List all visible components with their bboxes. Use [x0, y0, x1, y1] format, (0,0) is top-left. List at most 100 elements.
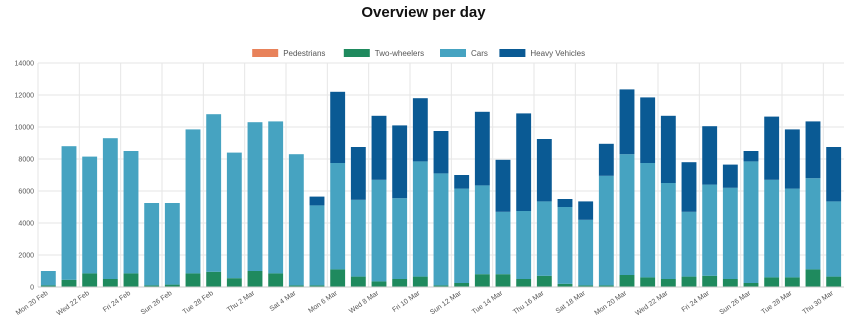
bar-segment-two-wheelers[interactable] [164, 284, 180, 287]
bar-segment-cars[interactable] [40, 271, 56, 286]
bar-segment-cars[interactable] [268, 121, 284, 274]
bar-segment-heavy-vehicles[interactable] [702, 126, 718, 185]
bar-segment-heavy-vehicles[interactable] [598, 143, 614, 176]
bar-segment-two-wheelers[interactable] [102, 279, 118, 287]
bar-segment-two-wheelers[interactable] [454, 283, 470, 287]
bar-segment-cars[interactable] [495, 211, 511, 275]
bar-segment-cars[interactable] [226, 152, 242, 279]
bar-segment-two-wheelers[interactable] [247, 271, 263, 287]
bar-segment-cars[interactable] [82, 156, 98, 274]
legend-swatch[interactable] [440, 49, 466, 57]
bar-segment-two-wheelers[interactable] [681, 276, 697, 287]
bar-segment-two-wheelers[interactable] [764, 277, 780, 287]
legend-swatch[interactable] [343, 49, 370, 57]
bar-segment-heavy-vehicles[interactable] [826, 147, 842, 202]
bar-segment-cars[interactable] [557, 207, 573, 284]
bar-segment-cars[interactable] [516, 211, 532, 279]
bar-segment-two-wheelers[interactable] [826, 276, 842, 287]
bar-segment-cars[interactable] [185, 129, 201, 274]
bar-segment-cars[interactable] [330, 163, 346, 270]
bar-segment-heavy-vehicles[interactable] [805, 121, 821, 179]
bar-segment-heavy-vehicles[interactable] [578, 201, 594, 220]
legend-swatch[interactable] [252, 49, 279, 57]
bar-segment-cars[interactable] [350, 199, 366, 277]
bar-segment-two-wheelers[interactable] [805, 269, 821, 287]
bar-segment-two-wheelers[interactable] [392, 279, 408, 287]
bar-segment-heavy-vehicles[interactable] [743, 151, 759, 162]
bar-segment-cars[interactable] [764, 179, 780, 278]
bar-segment-two-wheelers[interactable] [702, 275, 718, 287]
bar-segment-cars[interactable] [392, 198, 408, 279]
bar-segment-two-wheelers[interactable] [598, 285, 614, 287]
bar-segment-heavy-vehicles[interactable] [495, 159, 511, 212]
bar-segment-cars[interactable] [474, 185, 490, 275]
bar-segment-two-wheelers[interactable] [185, 273, 201, 287]
bar-segment-heavy-vehicles[interactable] [371, 115, 387, 180]
bar-segment-cars[interactable] [123, 151, 139, 274]
bar-segment-heavy-vehicles[interactable] [764, 116, 780, 180]
bar-segment-two-wheelers[interactable] [371, 281, 387, 287]
bar-segment-cars[interactable] [288, 154, 304, 286]
bar-segment-heavy-vehicles[interactable] [660, 115, 676, 183]
bar-segment-cars[interactable] [309, 205, 325, 286]
bar-segment-two-wheelers[interactable] [660, 279, 676, 287]
bar-segment-heavy-vehicles[interactable] [557, 199, 573, 207]
bar-segment-cars[interactable] [371, 179, 387, 282]
bar-segment-two-wheelers[interactable] [309, 285, 325, 287]
bar-segment-cars[interactable] [702, 184, 718, 276]
bar-segment-heavy-vehicles[interactable] [350, 147, 366, 200]
bar-segment-heavy-vehicles[interactable] [640, 97, 656, 163]
bar-segment-cars[interactable] [681, 211, 697, 277]
bar-segment-heavy-vehicles[interactable] [722, 164, 738, 188]
legend-label[interactable]: Two-wheelers [375, 49, 424, 58]
legend-label[interactable]: Pedestrians [283, 49, 325, 58]
bar-segment-cars[interactable] [826, 201, 842, 277]
bar-segment-heavy-vehicles[interactable] [330, 91, 346, 163]
bar-segment-cars[interactable] [412, 161, 428, 277]
bar-segment-cars[interactable] [454, 188, 470, 283]
bar-segment-two-wheelers[interactable] [61, 279, 77, 287]
bar-segment-cars[interactable] [206, 114, 222, 272]
bar-segment-two-wheelers[interactable] [557, 283, 573, 287]
bar-segment-heavy-vehicles[interactable] [516, 113, 532, 211]
bar-segment-two-wheelers[interactable] [123, 273, 139, 287]
bar-segment-heavy-vehicles[interactable] [412, 98, 428, 162]
bar-segment-cars[interactable] [640, 163, 656, 278]
bar-segment-two-wheelers[interactable] [743, 283, 759, 287]
bar-segment-two-wheelers[interactable] [144, 285, 160, 287]
bar-segment-two-wheelers[interactable] [330, 269, 346, 287]
bar-segment-heavy-vehicles[interactable] [433, 131, 449, 174]
bar-segment-two-wheelers[interactable] [288, 285, 304, 287]
bar-segment-two-wheelers[interactable] [784, 277, 800, 287]
bar-segment-cars[interactable] [722, 187, 738, 279]
bar-segment-cars[interactable] [743, 161, 759, 283]
bar-segment-heavy-vehicles[interactable] [784, 129, 800, 189]
bar-segment-cars[interactable] [805, 178, 821, 270]
legend-label[interactable]: Heavy Vehicles [530, 49, 585, 58]
bar-segment-heavy-vehicles[interactable] [454, 175, 470, 189]
bar-segment-cars[interactable] [433, 173, 449, 286]
bar-segment-two-wheelers[interactable] [82, 273, 98, 287]
bar-segment-cars[interactable] [144, 203, 160, 286]
bar-segment-two-wheelers[interactable] [495, 274, 511, 287]
bar-segment-heavy-vehicles[interactable] [619, 89, 635, 155]
bar-segment-cars[interactable] [619, 154, 635, 275]
bar-segment-heavy-vehicles[interactable] [536, 139, 552, 202]
bar-segment-cars[interactable] [61, 146, 77, 280]
bar-segment-two-wheelers[interactable] [578, 285, 594, 287]
bar-segment-two-wheelers[interactable] [516, 279, 532, 287]
bar-segment-two-wheelers[interactable] [412, 276, 428, 287]
bar-segment-cars[interactable] [164, 203, 180, 285]
bar-segment-two-wheelers[interactable] [433, 285, 449, 287]
bar-segment-two-wheelers[interactable] [268, 273, 284, 287]
bar-segment-cars[interactable] [578, 219, 594, 286]
bar-segment-cars[interactable] [102, 138, 118, 279]
bar-segment-two-wheelers[interactable] [640, 277, 656, 287]
bar-segment-two-wheelers[interactable] [40, 285, 56, 287]
bar-segment-two-wheelers[interactable] [350, 276, 366, 287]
bar-segment-heavy-vehicles[interactable] [474, 111, 490, 186]
bar-segment-two-wheelers[interactable] [619, 275, 635, 287]
bar-segment-cars[interactable] [247, 122, 263, 271]
legend-label[interactable]: Cars [471, 49, 488, 58]
bar-segment-heavy-vehicles[interactable] [309, 196, 325, 206]
